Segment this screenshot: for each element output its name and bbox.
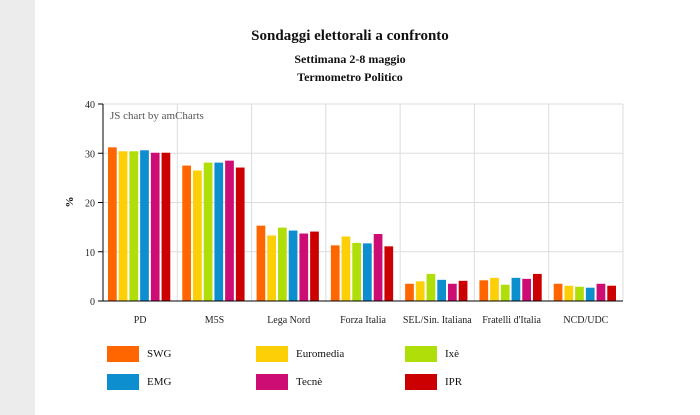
bar-tecn-6[interactable]	[596, 283, 606, 301]
bar-swg-5[interactable]	[479, 280, 489, 301]
x-tick-label: PD	[134, 315, 147, 326]
legend-swatch	[256, 374, 288, 390]
bar-euromedia-4[interactable]	[415, 281, 425, 301]
bar-emg-2[interactable]	[288, 230, 298, 301]
legend-label: SWG	[147, 348, 172, 360]
bar-tecn-2[interactable]	[299, 233, 309, 301]
bar-ipr-4[interactable]	[458, 280, 468, 301]
bar-emg-3[interactable]	[363, 243, 372, 301]
legend-swatch	[256, 346, 288, 362]
bar-swg-1[interactable]	[182, 165, 191, 301]
bar-swg-4[interactable]	[405, 283, 414, 301]
bar-ix-4[interactable]	[426, 273, 436, 301]
bar-tecn-1[interactable]	[225, 160, 234, 301]
bar-ix-3[interactable]	[352, 242, 361, 301]
chart-title: Sondaggi elettorali a confronto	[251, 28, 449, 44]
y-tick-label: 30	[85, 149, 95, 160]
legend-swatch	[405, 346, 437, 362]
bar-ipr-2[interactable]	[310, 231, 319, 301]
bar-tecn-5[interactable]	[522, 278, 531, 301]
bars	[108, 147, 616, 301]
bar-ipr-5[interactable]	[533, 273, 542, 301]
x-tick-label: Lega Nord	[267, 315, 310, 326]
bar-euromedia-2[interactable]	[267, 235, 276, 301]
bar-euromedia-5[interactable]	[490, 277, 499, 301]
bar-emg-0[interactable]	[140, 150, 149, 301]
amcharts-credit[interactable]: JS chart by amCharts	[110, 110, 204, 122]
bar-ipr-1[interactable]	[235, 167, 245, 301]
y-tick-label: 40	[85, 100, 95, 111]
legend-label: Tecnè	[296, 376, 323, 388]
bar-euromedia-0[interactable]	[118, 151, 128, 301]
y-axis-label: %	[64, 197, 76, 208]
bar-ix-1[interactable]	[203, 162, 213, 301]
legend-label: Euromedia	[296, 348, 345, 360]
x-tick-label: Forza Italia	[340, 315, 386, 326]
bar-tecn-3[interactable]	[373, 234, 383, 301]
bar-tecn-4[interactable]	[448, 283, 457, 301]
y-tick-label: 10	[85, 248, 95, 259]
x-tick-label: Fratelli d'Italia	[482, 315, 541, 326]
bar-swg-6[interactable]	[553, 283, 563, 301]
bar-emg-4[interactable]	[437, 279, 446, 301]
chart-subtitle-source: Termometro Politico	[297, 70, 403, 84]
bar-swg-0[interactable]	[108, 147, 117, 301]
bar-emg-6[interactable]	[585, 287, 595, 301]
legend-swatch	[107, 346, 139, 362]
bar-ipr-0[interactable]	[161, 152, 171, 301]
bar-ipr-3[interactable]	[384, 246, 394, 301]
bar-swg-2[interactable]	[256, 225, 266, 301]
chart-subtitle: Settimana 2-8 maggio	[294, 52, 406, 66]
legend-label: Ixè	[445, 348, 460, 360]
bar-ix-5[interactable]	[500, 284, 510, 301]
bar-euromedia-6[interactable]	[564, 285, 574, 301]
bar-ix-6[interactable]	[575, 286, 584, 301]
bar-swg-3[interactable]	[330, 245, 340, 301]
axes: 0 10 20 30 40 PD M5S Lega Nord Forza Italia SEL/S…	[85, 100, 623, 326]
bar-emg-5[interactable]	[511, 277, 521, 301]
legend-swatch	[405, 374, 437, 390]
bar-euromedia-3[interactable]	[341, 236, 351, 301]
bar-emg-1[interactable]	[214, 162, 224, 301]
legend-label: IPR	[445, 376, 463, 388]
bar-tecn-0[interactable]	[150, 152, 160, 301]
bar-ipr-6[interactable]	[607, 285, 616, 301]
legend-swatch	[107, 374, 139, 390]
y-tick-label: 0	[90, 297, 95, 308]
x-tick-label: M5S	[205, 315, 224, 326]
bar-ix-0[interactable]	[129, 151, 139, 301]
x-tick-label: SEL/Sin. Italiana	[403, 315, 472, 326]
bar-ix-2[interactable]	[278, 227, 287, 301]
x-tick-label: NCD/UDC	[563, 315, 608, 326]
y-tick-label: 20	[85, 199, 95, 210]
bar-euromedia-1[interactable]	[193, 170, 202, 301]
legend-label: EMG	[147, 376, 172, 388]
